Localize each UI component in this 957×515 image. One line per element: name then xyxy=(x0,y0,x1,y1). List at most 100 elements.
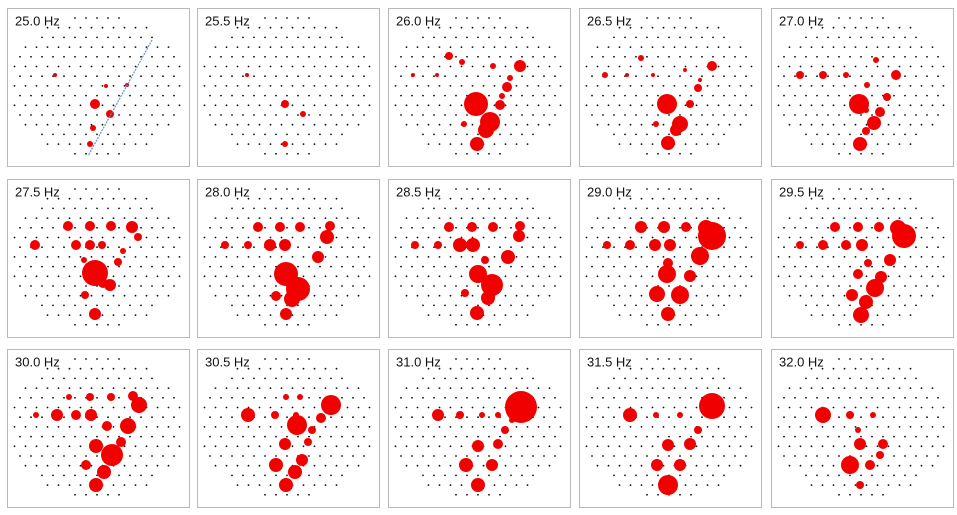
electrode-dot xyxy=(537,294,540,297)
electrode-dot xyxy=(145,143,148,146)
electrode-dot xyxy=(717,104,720,107)
electrode-dot xyxy=(129,265,131,268)
electrode-dot xyxy=(805,265,807,268)
electrode-dot xyxy=(876,464,879,467)
electrode-dot xyxy=(433,474,435,477)
electrode-dot xyxy=(849,36,851,39)
electrode-dot xyxy=(602,55,604,58)
electrode-dot xyxy=(668,188,670,190)
electrode-dot xyxy=(915,455,917,457)
electrode-dot xyxy=(843,123,846,126)
electrode-dot xyxy=(882,188,884,190)
electrode-dot xyxy=(849,55,851,58)
electrode-dot xyxy=(651,46,654,48)
electrode-dot xyxy=(341,246,343,249)
electrode-dot xyxy=(788,294,791,297)
electrode-dot xyxy=(46,26,49,29)
electrode-dot xyxy=(532,435,534,438)
electrode-dot xyxy=(723,133,725,136)
electrode-dot xyxy=(145,275,148,278)
electrode-dot xyxy=(585,65,588,68)
electrode-dot xyxy=(178,406,181,409)
electrode-dot xyxy=(151,455,153,457)
electrode-dot xyxy=(799,217,802,219)
electrode-dot xyxy=(145,426,148,428)
electrode-dot xyxy=(690,285,692,287)
electrode-dot xyxy=(816,114,818,116)
electrode-dot xyxy=(860,17,862,19)
electrode-dot xyxy=(107,323,109,326)
electrode-dot xyxy=(394,85,397,87)
electrode-dot xyxy=(591,396,593,399)
electrode-dot xyxy=(596,256,599,258)
electrode-dot xyxy=(79,367,82,370)
electrode-dot xyxy=(871,493,873,496)
electrode-dot xyxy=(728,426,731,428)
electrode-dot xyxy=(247,464,250,467)
point xyxy=(107,393,115,401)
electrode-dot xyxy=(887,26,890,29)
electrode-dot xyxy=(712,435,714,438)
electrode-dot xyxy=(346,46,349,48)
electrode-dot xyxy=(488,474,490,477)
electrode-dot xyxy=(236,445,239,448)
electrode-dot xyxy=(843,387,846,389)
electrode-dot xyxy=(63,55,65,58)
electrode-dot xyxy=(537,406,540,409)
electrode-dot xyxy=(739,387,742,389)
electrode-dot xyxy=(591,114,593,116)
electrode-dot xyxy=(695,464,698,467)
point xyxy=(411,241,419,249)
electrode-dot xyxy=(871,55,873,58)
electrode-dot xyxy=(438,65,441,68)
electrode-dot xyxy=(107,17,109,19)
electrode-dot xyxy=(162,455,164,457)
electrode-dot xyxy=(668,377,670,380)
electrode-dot xyxy=(499,246,501,249)
electrode-dot xyxy=(909,445,912,448)
electrode-dot xyxy=(30,75,32,78)
electrode-dot xyxy=(96,152,98,155)
point xyxy=(297,394,303,400)
electrode-dot xyxy=(521,304,523,307)
electrode-dot xyxy=(898,197,901,200)
electrode-dot xyxy=(68,387,71,389)
electrode-dot xyxy=(690,75,692,78)
electrode-dot xyxy=(416,294,419,297)
electrode-dot xyxy=(585,406,588,409)
electrode-dot xyxy=(302,367,305,370)
electrode-dot xyxy=(247,294,250,297)
electrode-dot xyxy=(313,123,316,126)
electrode-dot xyxy=(521,377,523,380)
electrode-dot xyxy=(526,85,529,87)
electrode-dot xyxy=(613,75,615,78)
electrode-dot xyxy=(942,256,945,258)
electrode-dot xyxy=(269,367,272,370)
electrode-dot xyxy=(74,152,76,155)
electrode-dot xyxy=(849,152,851,155)
electrode-dot xyxy=(74,188,76,190)
electrode-dot xyxy=(734,94,736,97)
electrode-dot xyxy=(482,406,485,409)
panel-title: 29.0 Hz xyxy=(587,184,632,199)
electrode-dot xyxy=(151,226,153,229)
electrode-dot xyxy=(723,55,725,58)
electrode-dot xyxy=(291,406,294,409)
electrode-dot xyxy=(624,304,626,307)
electrode-dot xyxy=(324,445,327,448)
electrode-dot xyxy=(269,85,272,87)
electrode-dot xyxy=(794,285,796,287)
electrode-dot xyxy=(854,236,857,239)
electrode-dot xyxy=(258,197,261,200)
electrode-dot xyxy=(363,285,365,287)
electrode-dot xyxy=(499,323,501,326)
electrode-dot xyxy=(335,426,338,428)
electrode-dot xyxy=(242,226,244,229)
electrode-dot xyxy=(112,143,115,146)
electrode-dot xyxy=(887,294,890,297)
electrode-dot xyxy=(548,46,551,48)
electrode-dot xyxy=(35,426,38,428)
electrode-dot xyxy=(460,445,463,448)
electrode-dot xyxy=(225,217,228,219)
electrode-dot xyxy=(129,246,131,249)
